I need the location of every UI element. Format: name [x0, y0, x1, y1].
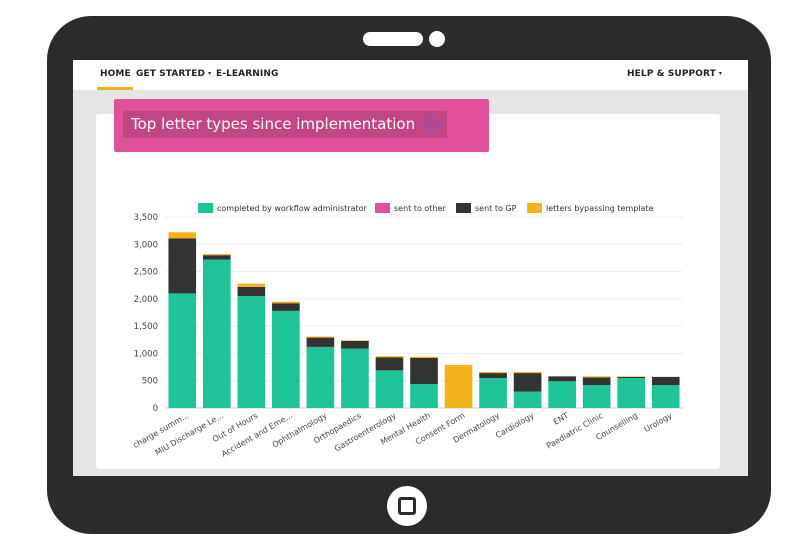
nav-get-started-label: GET STARTED — [136, 69, 206, 79]
bar-segment — [306, 346, 335, 408]
y-tick-label: 2,000 — [134, 295, 158, 305]
info-icon[interactable]: ⓘ — [423, 116, 439, 132]
bar-segment — [651, 385, 680, 408]
y-tick-label: 0 — [153, 404, 158, 414]
nav-help-support[interactable]: HELP & SUPPORT ▾ — [627, 69, 722, 79]
bar-segment — [617, 377, 646, 408]
nav-elearning[interactable]: E-LEARNING — [216, 69, 279, 79]
bar-segment — [410, 383, 438, 408]
bar-segment — [375, 357, 404, 371]
bar-segment — [582, 377, 611, 386]
legend-sent-to-other-swatch — [375, 203, 390, 213]
home-button-icon — [398, 497, 416, 515]
bar-segment — [168, 238, 197, 294]
bar-segment — [513, 373, 542, 392]
y-tick-label: 2,500 — [134, 268, 158, 278]
page-title: Top letter types since implementation — [131, 115, 416, 133]
nav-help-support-label: HELP & SUPPORT — [627, 69, 716, 79]
bar-segment — [272, 310, 300, 408]
x-tick-label: Cardiology — [494, 411, 536, 440]
tablet-camera — [429, 31, 445, 47]
x-tick-label: Gastroenterology — [333, 411, 398, 454]
bar-segment — [341, 348, 369, 408]
bar-segment — [306, 337, 335, 347]
x-tick-label: Urology — [643, 411, 674, 434]
y-tick-label: 500 — [142, 377, 158, 387]
legend-completed-swatch — [198, 203, 213, 213]
chart-card — [96, 114, 720, 469]
active-tab-indicator — [97, 87, 133, 90]
y-tick-label: 1,500 — [134, 322, 158, 332]
bar-segment — [651, 376, 680, 386]
bar-segment — [479, 371, 507, 374]
bar-segment — [306, 336, 335, 338]
bar-segment — [548, 381, 576, 408]
bar-segment — [548, 376, 576, 382]
bar-segment — [582, 385, 611, 408]
title-highlight — [123, 111, 447, 138]
tablet-home-button[interactable] — [387, 486, 427, 526]
legend-bypassing-template-swatch — [527, 203, 542, 213]
nav-get-started[interactable]: GET STARTED ▾ — [136, 69, 211, 79]
x-tick-label: ENT — [552, 411, 570, 427]
legend-completed-label: completed by workflow administrator — [217, 204, 368, 213]
bar-segment — [237, 283, 266, 287]
y-tick-label: 3,500 — [134, 213, 158, 223]
bar-segment — [513, 391, 542, 408]
legend-sent-to-gp-label: sent to GP — [475, 204, 517, 213]
tablet-speaker — [363, 32, 423, 46]
bar-segment — [410, 357, 438, 384]
bar-segment — [202, 254, 231, 256]
bar-segment — [202, 259, 231, 408]
y-tick-label: 3,000 — [134, 240, 158, 250]
bar-segment — [617, 376, 646, 377]
bar-segment — [237, 286, 266, 297]
bar-segment — [341, 340, 369, 341]
legend-sent-to-gp-swatch — [456, 203, 471, 213]
y-tick-label: 1,000 — [134, 349, 158, 359]
bar-segment — [237, 296, 266, 408]
bar-segment — [479, 373, 507, 378]
top-navbar: HOME GET STARTED ▾ E-LEARNING HELP & SUPP… — [73, 60, 748, 90]
bar-segment — [375, 370, 404, 408]
chevron-down-icon: ▾ — [718, 70, 722, 77]
bar-segment — [582, 376, 611, 378]
legend-bypassing-template-label: letters bypassing template — [546, 204, 654, 213]
bar-segment — [513, 371, 542, 374]
bar-segment — [444, 364, 473, 408]
bar-segment — [272, 301, 300, 304]
bar-segment — [617, 376, 646, 378]
bar-segment — [202, 255, 231, 260]
bar-segment — [168, 293, 197, 408]
nav-home[interactable]: HOME — [100, 69, 131, 79]
bar-segment — [341, 340, 369, 349]
legend-sent-to-other-label: sent to other — [394, 204, 446, 213]
chevron-down-icon: ▾ — [208, 70, 212, 77]
bar-segment — [168, 232, 197, 239]
bar-segment — [375, 356, 404, 358]
bar-segment — [410, 356, 438, 358]
bar-segment — [272, 303, 300, 311]
bar-segment — [479, 377, 507, 408]
